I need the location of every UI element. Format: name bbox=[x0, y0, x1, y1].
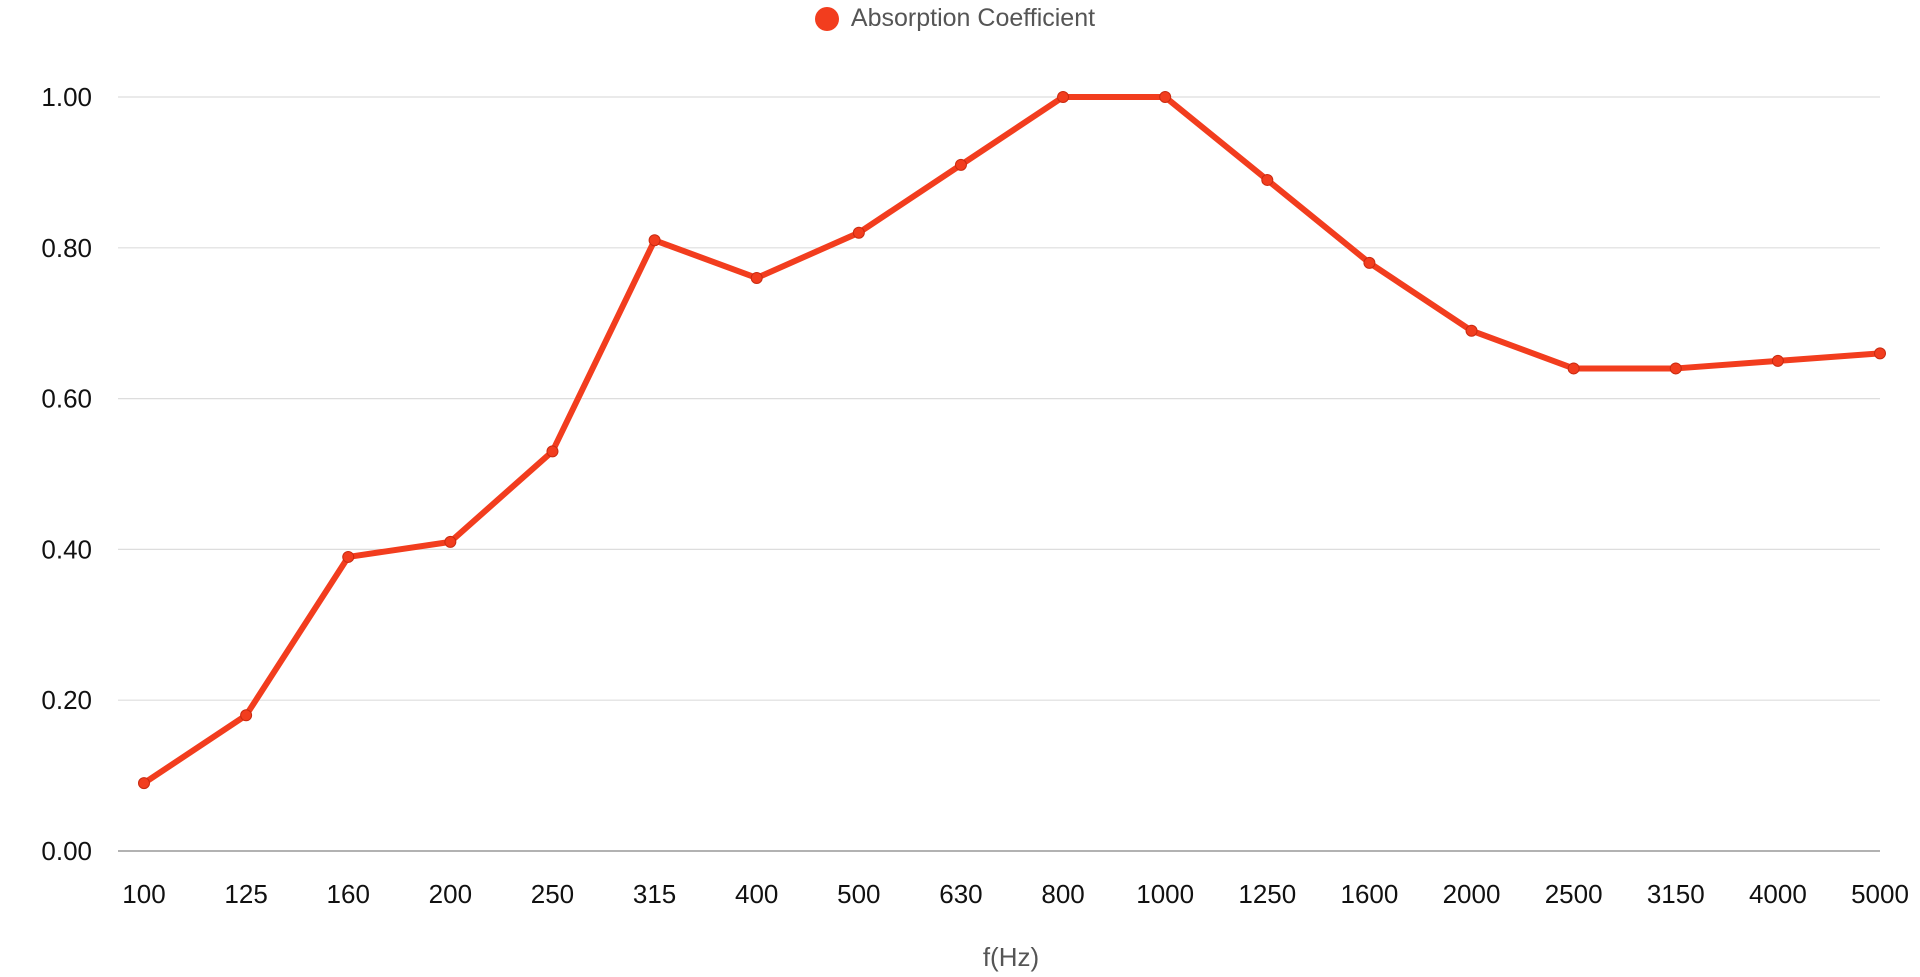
x-tick-label: 315 bbox=[633, 879, 676, 909]
y-tick-label: 1.00 bbox=[41, 82, 92, 112]
data-point[interactable] bbox=[750, 271, 763, 284]
x-tick-label: 5000 bbox=[1851, 879, 1909, 909]
x-tick-label: 250 bbox=[531, 879, 574, 909]
data-point[interactable] bbox=[1669, 362, 1682, 375]
x-tick-label: 1250 bbox=[1238, 879, 1296, 909]
data-point[interactable] bbox=[648, 234, 661, 247]
x-tick-label: 400 bbox=[735, 879, 778, 909]
x-tick-label: 1600 bbox=[1340, 879, 1398, 909]
legend-swatch-icon bbox=[814, 6, 839, 31]
x-tick-label: 2000 bbox=[1443, 879, 1501, 909]
series-absorption-coefficient bbox=[138, 91, 1886, 790]
x-tick-label: 800 bbox=[1041, 879, 1084, 909]
x-tick-label: 2500 bbox=[1545, 879, 1603, 909]
x-tick-label: 100 bbox=[122, 879, 165, 909]
x-axis-title: f(Hz) bbox=[983, 942, 1039, 972]
x-axis-tick-labels: 100 125 160 200 250 315 400 500 630 800 1000 1250 16… bbox=[122, 879, 1909, 909]
series-line bbox=[141, 94, 1883, 787]
data-point[interactable] bbox=[1057, 91, 1070, 103]
x-tick-label: 125 bbox=[224, 879, 267, 909]
data-point[interactable] bbox=[1874, 347, 1886, 360]
y-tick-label: 0.60 bbox=[41, 384, 92, 414]
y-tick-label: 0.40 bbox=[41, 534, 92, 564]
y-tick-label: 0.00 bbox=[41, 836, 92, 866]
data-point[interactable] bbox=[342, 550, 355, 563]
x-tick-label: 160 bbox=[327, 879, 370, 909]
data-point[interactable] bbox=[1465, 324, 1478, 337]
legend-label: Absorption Coefficient bbox=[850, 4, 1096, 32]
data-point[interactable] bbox=[1261, 173, 1274, 186]
y-axis-tick-labels: 0.00 0.20 0.40 0.60 0.80 1.00 bbox=[41, 82, 92, 866]
legend: Absorption Coefficient bbox=[0, 4, 1920, 33]
y-tick-label: 0.20 bbox=[41, 685, 92, 715]
data-point[interactable] bbox=[1159, 91, 1172, 103]
data-point[interactable] bbox=[240, 709, 253, 722]
data-point[interactable] bbox=[954, 158, 967, 171]
x-tick-label: 500 bbox=[837, 879, 880, 909]
data-point[interactable] bbox=[1567, 362, 1580, 375]
x-tick-label: 1000 bbox=[1136, 879, 1194, 909]
y-tick-label: 0.80 bbox=[41, 233, 92, 263]
grid-lines bbox=[118, 96, 1880, 852]
x-tick-label: 4000 bbox=[1749, 879, 1807, 909]
data-point[interactable] bbox=[852, 226, 865, 239]
x-tick-label: 3150 bbox=[1647, 879, 1705, 909]
legend-item-absorption-coefficient[interactable]: Absorption Coefficient bbox=[814, 4, 1096, 33]
x-tick-label: 200 bbox=[429, 879, 472, 909]
data-point[interactable] bbox=[546, 445, 559, 458]
data-point[interactable] bbox=[138, 777, 150, 790]
data-point[interactable] bbox=[1363, 256, 1376, 269]
x-tick-label: 630 bbox=[939, 879, 982, 909]
data-point[interactable] bbox=[444, 535, 457, 548]
data-point[interactable] bbox=[1771, 354, 1784, 367]
